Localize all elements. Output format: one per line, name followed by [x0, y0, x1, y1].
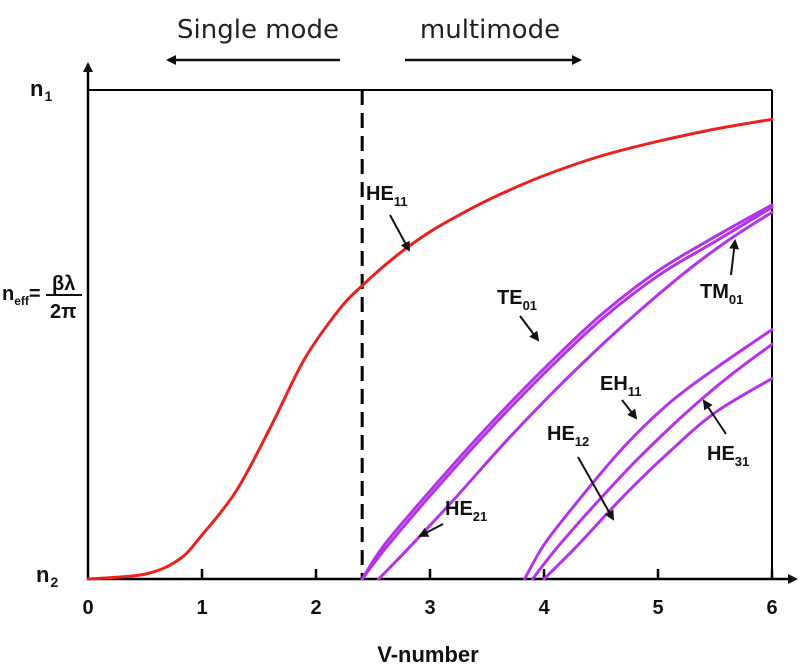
label-TE01: TE01	[497, 287, 540, 342]
series-layer	[86, 117, 774, 581]
svg-text:neff=: neff=	[2, 283, 41, 308]
label-HE11: HE11	[366, 183, 410, 252]
label-HE31: HE31	[702, 399, 749, 469]
series-line-TM01	[377, 210, 774, 581]
series-line-EH11	[523, 328, 774, 581]
x-tick-label-1: 1	[196, 597, 207, 619]
series-line-HE11	[86, 117, 774, 581]
series-line-HE21	[360, 205, 774, 581]
series-line-TE01	[360, 203, 774, 581]
svg-text:HE31: HE31	[707, 443, 749, 469]
label-EH11: EH11	[600, 373, 642, 420]
svg-text:2π: 2π	[50, 301, 76, 323]
x-tick-label-2: 2	[310, 597, 321, 619]
y-label-neff: neff= βλ 2π	[2, 273, 82, 323]
svg-text:HE11: HE11	[366, 183, 408, 209]
multimode-label: multimode	[420, 15, 560, 45]
x-tick-label-3: 3	[424, 597, 435, 619]
series-line-HE31	[542, 377, 774, 581]
label-HE21: HE21	[418, 498, 487, 537]
svg-text:n2: n2	[36, 562, 58, 590]
svg-text:TE01: TE01	[497, 287, 537, 313]
x-axis-title: V-number	[377, 642, 479, 664]
x-tick-label-0: 0	[82, 597, 93, 619]
label-TM01: TM01	[700, 239, 743, 307]
svg-text:HE21: HE21	[445, 498, 487, 524]
x-tick-label-6: 6	[766, 597, 777, 619]
svg-text:HE12: HE12	[547, 423, 589, 449]
series-line-HE12	[531, 342, 774, 581]
x-tick-label-5: 5	[652, 597, 663, 619]
y-label-n2: n2	[36, 562, 58, 590]
svg-text:TM01: TM01	[700, 281, 743, 307]
label-HE12: HE12	[547, 423, 614, 521]
svg-text:n1: n1	[30, 76, 52, 104]
x-tick-label-4: 4	[538, 597, 550, 619]
x-axis-ticks: 0 1 2 3 4 5 6	[82, 569, 778, 619]
svg-text:βλ: βλ	[52, 273, 75, 295]
svg-text:EH11: EH11	[600, 373, 642, 399]
single-mode-label: Single mode	[177, 15, 339, 45]
y-label-n1: n1	[30, 76, 52, 104]
